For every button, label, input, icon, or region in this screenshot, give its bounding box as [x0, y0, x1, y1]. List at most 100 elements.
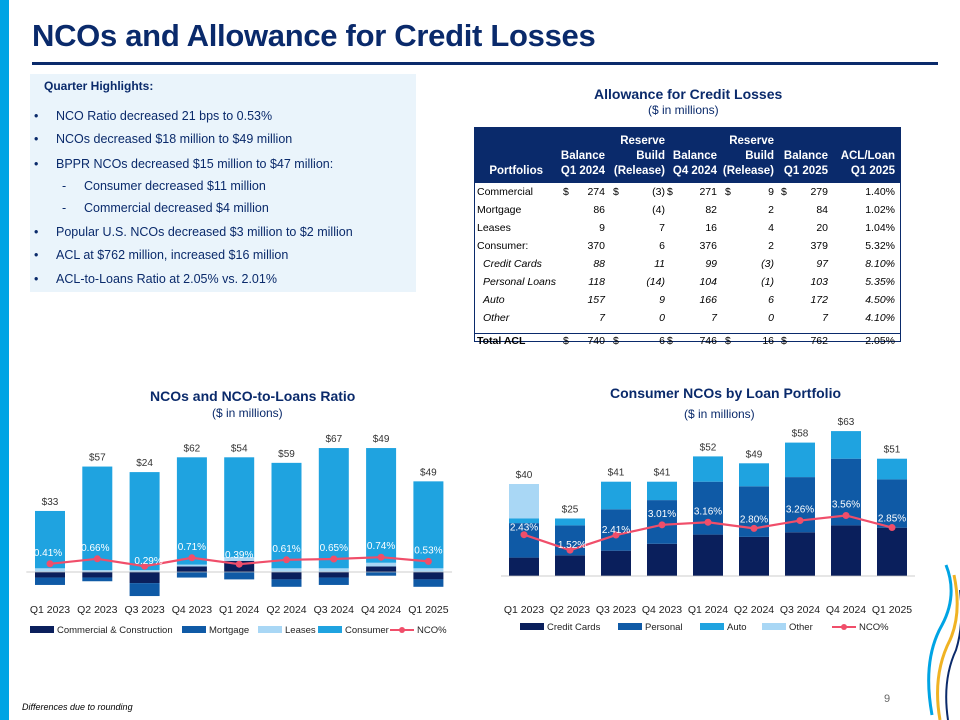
bar-segment: [366, 572, 397, 576]
nco-ratio-point: [750, 524, 758, 532]
nco-ratio-point: [188, 554, 196, 562]
bar-segment: [509, 523, 539, 558]
bar-segment: [601, 550, 631, 576]
bar-segment: [82, 577, 113, 582]
acl-row: Total ACL $740 $6 $746 $16 $762 2.05%: [475, 333, 900, 352]
acl-cell: $: [781, 335, 787, 347]
bar-segment: [224, 557, 255, 561]
highlights-panel: Quarter Highlights: • NCO Ratio decreased…: [30, 74, 416, 292]
page-title: NCOs and Allowance for Credit Losses: [32, 18, 596, 53]
x-tick-label: Q1 2025: [408, 604, 448, 616]
nco-ratio-point: [520, 531, 528, 539]
bar-segment: [509, 518, 539, 524]
bullet-marker: •: [34, 132, 39, 146]
bar-segment: [413, 572, 444, 580]
bar-total-label: $49: [420, 467, 437, 478]
acl-cell: 2: [768, 240, 774, 252]
acl-cell: 166: [699, 294, 717, 306]
acl-row: Other 7 0 7 0 7 4.10%: [475, 311, 900, 329]
acl-cell: 7: [659, 222, 665, 234]
acl-header-cell: Balance: [560, 150, 605, 162]
bar-segment: [176, 572, 207, 578]
acl-row-label: Consumer:: [477, 240, 529, 252]
nco-ratio-label: 3.01%: [648, 509, 676, 520]
acl-cell: 746: [699, 335, 717, 347]
acl-cell: 103: [810, 276, 828, 288]
legend-label: Auto: [727, 622, 747, 633]
bar-segment: [366, 562, 397, 567]
bar-segment: [555, 518, 585, 526]
bar-segment: [271, 568, 302, 572]
bar-segment: [693, 456, 723, 482]
acl-row: Credit Cards 88 11 99 (3) 97 8.10%: [475, 257, 900, 275]
nco-ratio-point: [283, 556, 290, 564]
bar-total-label: $52: [700, 442, 717, 453]
bar-segment: [271, 579, 302, 587]
bar-total-label: $33: [42, 497, 59, 508]
acl-cell: 8.10%: [865, 258, 895, 270]
nco-chart-title: NCOs and NCO-to-Loans Ratio: [150, 388, 356, 404]
acl-row: Mortgage 86 (4) 82 2 84 1.02%: [475, 203, 900, 221]
legend-label: Commercial & Construction: [57, 625, 173, 636]
acl-cell: (3): [761, 258, 774, 270]
acl-header-cell: (Release): [722, 165, 774, 177]
highlight-item: • ACL-to-Loans Ratio at 2.05% vs. 2.01%: [34, 272, 277, 286]
acl-cell: 97: [816, 258, 828, 270]
legend-label: Personal: [645, 622, 683, 633]
nco-ratio-label: 0.39%: [225, 550, 253, 561]
acl-cell: 370: [587, 240, 605, 252]
acl-cell: 9: [768, 186, 774, 198]
bar-segment: [693, 481, 723, 535]
bar-segment: [129, 572, 160, 584]
highlight-text: ACL-to-Loans Ratio at 2.05% vs. 2.01%: [56, 272, 277, 286]
acl-row-label: Other: [483, 312, 510, 324]
acl-cell: 4.50%: [865, 294, 895, 306]
nco-ratio-label: 2.43%: [510, 523, 538, 534]
highlight-text: NCO Ratio decreased 21 bps to 0.53%: [56, 109, 273, 123]
legend-swatch: [841, 624, 847, 630]
acl-header-cell: Q1 2025: [850, 165, 895, 177]
x-tick-label: Q4 2023: [642, 604, 682, 616]
highlight-text: BPPR NCOs decreased $15 million to $47 m…: [56, 157, 334, 171]
legend-label: Other: [789, 622, 813, 633]
highlight-text: Commercial decreased $4 million: [84, 201, 269, 215]
acl-cell: 1.02%: [865, 204, 895, 216]
bar-segment: [224, 457, 255, 558]
bar-segment: [271, 462, 302, 569]
x-tick-label: Q1 2024: [688, 604, 728, 616]
acl-cell: $: [725, 335, 731, 347]
bar-segment: [601, 481, 631, 510]
acl-cell: 84: [816, 204, 828, 216]
acl-row-label: Personal Loans: [483, 276, 556, 288]
bar-total-label: $63: [838, 417, 855, 428]
acl-cell: 104: [699, 276, 717, 288]
nco-ratio-point: [842, 511, 850, 519]
bar-total-label: $24: [136, 458, 153, 469]
bar-segment: [509, 484, 539, 519]
bar-segment: [318, 572, 349, 578]
acl-cell: 157: [587, 294, 605, 306]
legend-swatch: [700, 623, 724, 630]
acl-row-label: Commercial: [477, 186, 534, 198]
highlights-title: Quarter Highlights:: [44, 79, 154, 93]
bar-total-label: $41: [608, 468, 625, 479]
bar-segment: [35, 572, 65, 578]
acl-cell: 5.32%: [865, 240, 895, 252]
highlight-text: Popular U.S. NCOs decreased $3 million t…: [56, 225, 353, 239]
acl-table: Portfolios Balance Q1 2024 Reserve Build (Rel…: [474, 127, 901, 347]
decorative-swirl-icon: [927, 564, 960, 720]
bar-total-label: $54: [231, 443, 248, 454]
bar-segment: [739, 536, 769, 576]
bar-segment: [785, 442, 815, 478]
nco-ratio-label: 3.16%: [694, 506, 722, 517]
acl-cell: 740: [587, 335, 605, 347]
x-tick-label: Q1 2025: [872, 604, 912, 616]
bar-total-label: $67: [325, 434, 342, 445]
bar-segment: [647, 481, 677, 501]
acl-cell: 0: [768, 312, 774, 324]
x-tick-label: Q1 2024: [219, 604, 259, 616]
consumer-chart-subtitle: ($ in millions): [684, 407, 755, 421]
legend-swatch: [618, 623, 642, 630]
acl-cell: 9: [599, 222, 605, 234]
bar-segment: [413, 568, 444, 572]
